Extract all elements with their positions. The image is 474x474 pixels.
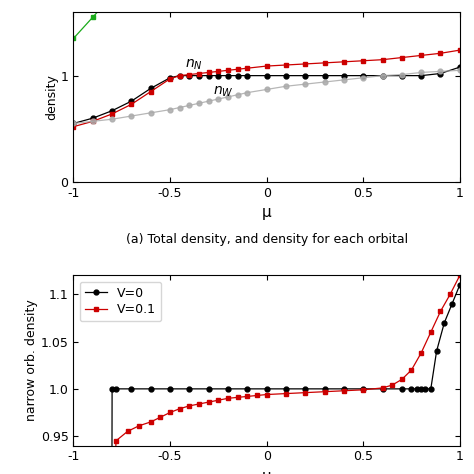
V=0	[428, 386, 434, 392]
V=0.1	[225, 395, 231, 401]
V=0.1	[125, 428, 130, 434]
V=0.1	[380, 385, 385, 391]
V=0	[422, 386, 428, 392]
V=0.1	[409, 367, 414, 373]
Text: $n_W$: $n_W$	[212, 85, 233, 99]
V=0	[302, 386, 308, 392]
V=0	[148, 386, 154, 392]
V=0.1	[177, 406, 182, 411]
V=0.1	[254, 392, 260, 398]
V=0.1	[457, 273, 463, 278]
V=0.1	[418, 350, 424, 356]
V=0	[109, 386, 115, 392]
V=0	[441, 320, 447, 326]
V=0.1	[389, 382, 395, 388]
V=0	[380, 386, 385, 392]
X-axis label: μ: μ	[262, 205, 272, 220]
V=0.1	[157, 414, 163, 420]
V=0	[360, 386, 366, 392]
Line: V=0: V=0	[71, 283, 462, 474]
V=0.1	[113, 438, 119, 444]
V=0	[409, 386, 414, 392]
V=0	[186, 386, 192, 392]
V=0	[167, 386, 173, 392]
V=0	[225, 386, 231, 392]
V=0	[414, 386, 420, 392]
X-axis label: μ: μ	[262, 469, 272, 474]
V=0.1	[137, 423, 142, 428]
V=0.1	[360, 387, 366, 392]
V=0	[245, 386, 250, 392]
V=0.1	[322, 389, 328, 394]
V=0	[128, 386, 134, 392]
Y-axis label: narrow orb. density: narrow orb. density	[25, 300, 38, 421]
V=0.1	[235, 394, 240, 400]
V=0	[434, 348, 439, 354]
V=0	[322, 386, 328, 392]
V=0.1	[216, 397, 221, 403]
V=0.1	[186, 403, 192, 409]
V=0.1	[399, 376, 405, 382]
V=0	[399, 386, 405, 392]
V=0.1	[438, 309, 443, 314]
V=0	[206, 386, 211, 392]
V=0	[283, 386, 289, 392]
V=0.1	[264, 392, 269, 397]
Legend: V=0, V=0.1: V=0, V=0.1	[80, 282, 161, 321]
Text: $n_N$: $n_N$	[185, 57, 203, 72]
V=0.1	[447, 292, 453, 297]
V=0	[264, 386, 269, 392]
V=0.1	[428, 329, 434, 335]
V=0	[457, 282, 463, 288]
V=0.1	[283, 391, 289, 396]
V=0.1	[148, 419, 154, 425]
Line: V=0.1: V=0.1	[71, 273, 462, 474]
V=0.1	[341, 388, 346, 393]
V=0	[113, 386, 119, 392]
V=0.1	[196, 401, 202, 407]
V=0.1	[302, 390, 308, 395]
Y-axis label: density: density	[45, 74, 58, 120]
V=0.1	[167, 410, 173, 415]
V=0.1	[206, 399, 211, 405]
V=0.1	[245, 393, 250, 399]
V=0	[418, 386, 424, 392]
V=0	[341, 386, 346, 392]
V=0	[449, 301, 455, 307]
Text: (a) Total density, and density for each orbital: (a) Total density, and density for each …	[126, 233, 408, 246]
